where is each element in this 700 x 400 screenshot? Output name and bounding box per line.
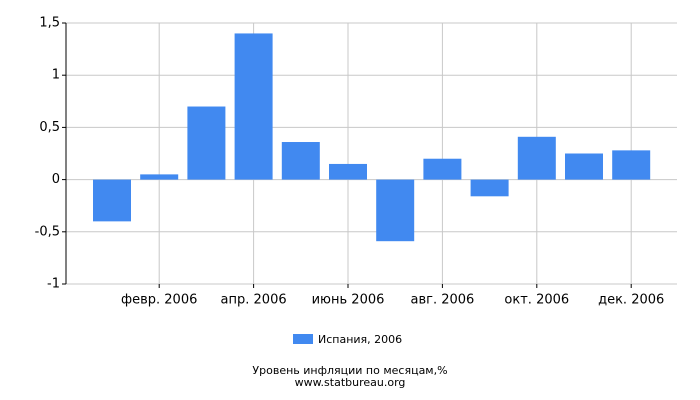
y-tick-label: 1,5 bbox=[39, 16, 60, 31]
y-tick-label: 0,5 bbox=[39, 120, 60, 135]
chart-source: www.statbureau.org bbox=[295, 376, 406, 389]
bar bbox=[281, 142, 320, 180]
bar bbox=[329, 163, 367, 180]
bar bbox=[517, 136, 556, 180]
bar bbox=[376, 179, 415, 242]
y-tick-label: 1 bbox=[52, 68, 60, 83]
legend-label: Испания, 2006 bbox=[318, 333, 402, 346]
bar bbox=[470, 179, 509, 197]
legend-swatch bbox=[293, 334, 313, 344]
bar bbox=[565, 153, 603, 180]
bar bbox=[140, 174, 179, 180]
bar bbox=[423, 158, 462, 180]
bar bbox=[93, 179, 131, 222]
y-tick-label: -1 bbox=[47, 277, 60, 292]
y-tick-label: -0,5 bbox=[35, 224, 60, 239]
bar bbox=[234, 33, 273, 180]
chart-caption: Уровень инфляции по месяцам,% bbox=[252, 364, 447, 377]
x-tick-label: февр. 2006 bbox=[121, 293, 197, 308]
x-tick-label: авг. 2006 bbox=[410, 293, 474, 308]
x-tick-label: апр. 2006 bbox=[221, 293, 287, 308]
bar bbox=[187, 106, 226, 180]
x-tick-label: дек. 2006 bbox=[598, 293, 664, 308]
x-tick-label: июнь 2006 bbox=[312, 293, 385, 308]
x-tick-label: окт. 2006 bbox=[504, 293, 569, 308]
y-tick-label: 0 bbox=[52, 172, 60, 187]
bar bbox=[612, 150, 651, 180]
